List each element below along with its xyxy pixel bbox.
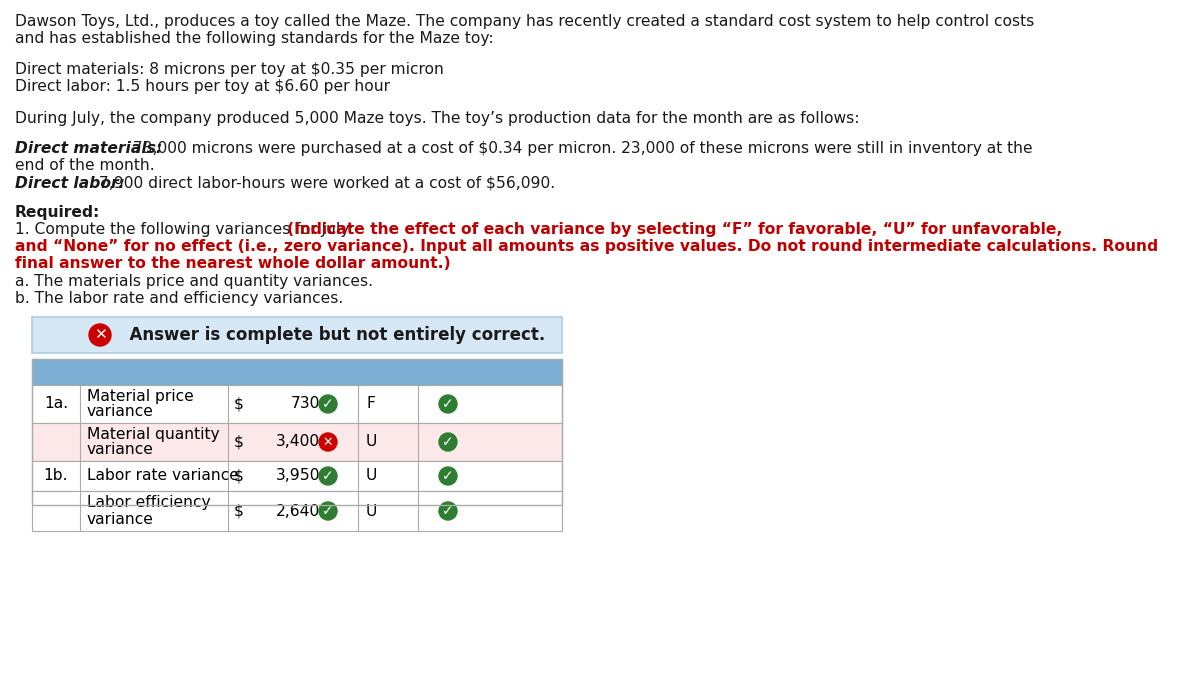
Text: ✕: ✕ xyxy=(323,435,334,448)
Circle shape xyxy=(319,433,337,451)
Text: Direct materials: 8 microns per toy at $0.35 per micron: Direct materials: 8 microns per toy at $… xyxy=(14,62,444,77)
Text: Direct labor:: Direct labor: xyxy=(14,176,125,191)
Text: Direct materials:: Direct materials: xyxy=(14,141,162,156)
Text: ✕: ✕ xyxy=(94,327,107,343)
FancyBboxPatch shape xyxy=(32,359,562,385)
Circle shape xyxy=(439,502,457,520)
Text: final answer to the nearest whole dollar amount.): final answer to the nearest whole dollar… xyxy=(14,256,451,271)
Text: variance: variance xyxy=(88,512,154,527)
Text: b. The labor rate and efficiency variances.: b. The labor rate and efficiency varianc… xyxy=(14,291,343,306)
Text: and “None” for no effect (i.e., zero variance). Input all amounts as positive va: and “None” for no effect (i.e., zero var… xyxy=(14,239,1158,254)
Text: Dawson Toys, Ltd., produces a toy called the Maze. The company has recently crea: Dawson Toys, Ltd., produces a toy called… xyxy=(14,14,1034,29)
Circle shape xyxy=(319,502,337,520)
Text: a. The materials price and quantity variances.: a. The materials price and quantity vari… xyxy=(14,274,373,289)
Text: 1. Compute the following variances for July:: 1. Compute the following variances for J… xyxy=(14,222,359,237)
Text: 1a.: 1a. xyxy=(44,397,68,412)
Text: Labor efficiency: Labor efficiency xyxy=(88,496,211,510)
Text: ✓: ✓ xyxy=(322,397,334,411)
Text: $: $ xyxy=(234,504,244,518)
Circle shape xyxy=(439,395,457,413)
Text: U: U xyxy=(366,468,377,483)
Text: ✓: ✓ xyxy=(442,469,454,483)
Text: Answer is complete but not entirely correct.: Answer is complete but not entirely corr… xyxy=(118,326,545,344)
Text: 3,950: 3,950 xyxy=(276,468,320,483)
FancyBboxPatch shape xyxy=(32,385,562,423)
Text: 73,000 microns were purchased at a cost of $0.34 per micron. 23,000 of these mic: 73,000 microns were purchased at a cost … xyxy=(128,141,1033,156)
Text: 730: 730 xyxy=(290,397,320,412)
Text: ✓: ✓ xyxy=(322,469,334,483)
Text: ✓: ✓ xyxy=(322,504,334,518)
Text: Material quantity: Material quantity xyxy=(88,427,220,441)
Text: (Indicate the effect of each variance by selecting “F” for favorable, “U” for un: (Indicate the effect of each variance by… xyxy=(287,222,1062,237)
FancyBboxPatch shape xyxy=(32,317,562,353)
Text: variance: variance xyxy=(88,443,154,458)
Text: $: $ xyxy=(234,435,244,450)
Text: During July, the company produced 5,000 Maze toys. The toy’s production data for: During July, the company produced 5,000 … xyxy=(14,111,859,126)
Text: ✓: ✓ xyxy=(442,504,454,518)
Text: 3,400: 3,400 xyxy=(276,435,320,450)
Text: $: $ xyxy=(234,397,244,412)
Text: U: U xyxy=(366,504,377,518)
Text: variance: variance xyxy=(88,404,154,420)
Text: Material price: Material price xyxy=(88,389,193,404)
Circle shape xyxy=(319,395,337,413)
Text: ✓: ✓ xyxy=(442,397,454,411)
Text: U: U xyxy=(366,435,377,450)
Text: F: F xyxy=(366,397,374,412)
Text: Direct labor: 1.5 hours per toy at $6.60 per hour: Direct labor: 1.5 hours per toy at $6.60… xyxy=(14,79,390,94)
FancyBboxPatch shape xyxy=(32,461,562,491)
Text: and has established the following standards for the Maze toy:: and has established the following standa… xyxy=(14,31,493,46)
Circle shape xyxy=(439,467,457,485)
Text: Labor rate variance: Labor rate variance xyxy=(88,468,239,483)
Text: 2,640: 2,640 xyxy=(276,504,320,518)
FancyBboxPatch shape xyxy=(32,491,562,531)
Text: 1b.: 1b. xyxy=(43,468,68,483)
FancyBboxPatch shape xyxy=(32,423,562,461)
Circle shape xyxy=(319,467,337,485)
Text: ✓: ✓ xyxy=(442,435,454,449)
Circle shape xyxy=(439,433,457,451)
Text: end of the month.: end of the month. xyxy=(14,158,155,173)
Circle shape xyxy=(89,324,112,346)
Text: 7,900 direct labor-hours were worked at a cost of $56,090.: 7,900 direct labor-hours were worked at … xyxy=(94,176,556,191)
Text: $: $ xyxy=(234,468,244,483)
Text: Required:: Required: xyxy=(14,205,101,220)
